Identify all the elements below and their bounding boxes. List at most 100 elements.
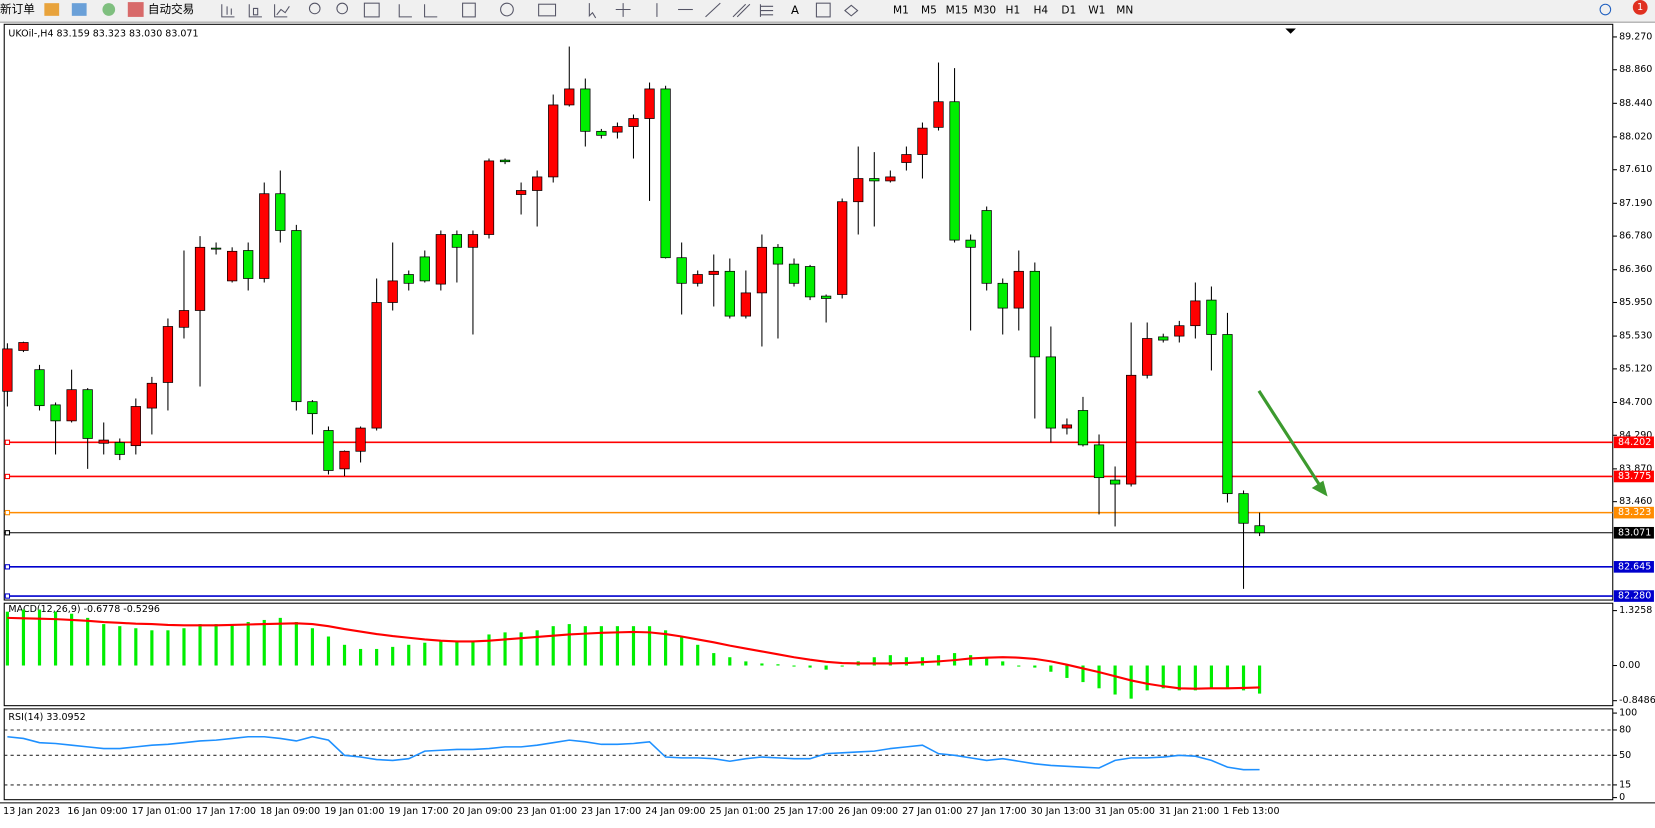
- y-tick-label: 1.3258: [1619, 605, 1652, 616]
- timeframe-button[interactable]: MN: [1116, 5, 1133, 17]
- candle-body: [371, 302, 382, 429]
- notification-badge[interactable]: [1632, 0, 1648, 15]
- histogram-bar: [615, 626, 620, 666]
- y-tick-label: 85.120: [1619, 363, 1652, 374]
- scroll-icon[interactable]: [398, 4, 412, 18]
- candle-body: [869, 178, 880, 182]
- timeframe-button[interactable]: M30: [974, 5, 997, 17]
- new-order-button[interactable]: 新订单: [0, 2, 35, 16]
- histogram-bar: [1065, 665, 1069, 678]
- y-tick-label: 87.610: [1619, 164, 1652, 175]
- macd-panel: [3, 602, 1614, 707]
- y-tick-label: 88.020: [1619, 131, 1652, 142]
- candle-body: [756, 246, 768, 294]
- trendline-icon[interactable]: [705, 2, 721, 18]
- histogram-bar: [1129, 665, 1133, 699]
- histogram-bar: [358, 648, 363, 666]
- templates-icon[interactable]: [538, 3, 557, 17]
- text-tool[interactable]: A: [791, 3, 799, 17]
- candle-body: [323, 430, 334, 471]
- auto-trade-button[interactable]: 自动交易: [148, 2, 194, 16]
- price-label: 82.280: [1618, 591, 1651, 602]
- timeframe-button[interactable]: D1: [1061, 5, 1076, 17]
- price-line-handle: [4, 439, 11, 445]
- zoom-out[interactable]: [336, 2, 349, 15]
- candle-body: [901, 154, 912, 163]
- signal-line: [7, 616, 1260, 690]
- candle-body: [435, 234, 446, 285]
- histogram-bar: [1033, 665, 1037, 668]
- periods-icon[interactable]: [500, 2, 514, 17]
- candle-body: [933, 101, 944, 128]
- candle-body: [1174, 325, 1185, 337]
- histogram-bar: [1145, 665, 1149, 691]
- y-tick-label: 15: [1619, 779, 1631, 790]
- candle-body: [1190, 300, 1201, 327]
- candle-body: [291, 230, 302, 403]
- candle-body: [1254, 525, 1265, 534]
- icon[interactable]: [71, 3, 87, 16]
- zoom-in[interactable]: [308, 2, 321, 15]
- icon[interactable]: [44, 3, 60, 16]
- channel-icon[interactable]: [732, 3, 751, 18]
- x-tick-label: 13 Jan 2023: [3, 806, 60, 817]
- candle-body: [483, 160, 495, 235]
- histogram-bar: [1177, 665, 1181, 691]
- timeframe-button[interactable]: M1: [893, 5, 909, 17]
- price-label: 83.323: [1618, 507, 1651, 518]
- candle-body: [243, 250, 254, 279]
- panel-title: RSI(14) 33.0952: [8, 712, 85, 723]
- candle-body: [548, 104, 559, 178]
- candle-body: [949, 101, 960, 241]
- x-tick-label: 25 Jan 01:00: [710, 806, 770, 817]
- price-label-box: [1613, 561, 1654, 573]
- histogram-bar: [888, 655, 892, 666]
- timeframe-button[interactable]: M5: [921, 5, 937, 17]
- candle-body: [1077, 410, 1089, 446]
- histogram-bar: [1209, 665, 1213, 689]
- candle-body: [98, 439, 109, 444]
- candle-body: [804, 266, 816, 298]
- candle-body: [419, 256, 430, 282]
- histogram-bar: [824, 665, 828, 670]
- arrows-icon[interactable]: [844, 4, 859, 17]
- timeframe-button[interactable]: W1: [1088, 5, 1105, 17]
- bar-chart-icon[interactable]: [221, 4, 235, 18]
- timeframe-button[interactable]: M15: [946, 5, 969, 17]
- histogram-bar: [294, 622, 298, 666]
- histogram-bar: [326, 636, 331, 666]
- candle-body: [853, 178, 864, 203]
- x-tick-label: 24 Jan 09:00: [645, 806, 705, 817]
- histogram-bar: [342, 644, 347, 666]
- fibo-icon[interactable]: [759, 4, 774, 17]
- icon[interactable]: [102, 3, 116, 16]
- histogram-bar: [969, 655, 973, 666]
- cursor-icon[interactable]: [588, 3, 597, 19]
- timeframe-button[interactable]: H1: [1006, 5, 1021, 17]
- candle-body: [1158, 336, 1169, 341]
- candle-body: [596, 130, 607, 136]
- price-label-box: [1613, 506, 1654, 519]
- candle-body: [130, 406, 141, 447]
- x-tick-label: 23 Jan 01:00: [517, 806, 577, 817]
- candle-body: [451, 234, 463, 248]
- candle-body: [227, 250, 238, 282]
- timeframe-button[interactable]: H4: [1034, 5, 1049, 17]
- tile-icon[interactable]: [363, 2, 380, 18]
- auto-trade-icon[interactable]: [127, 2, 144, 17]
- label-icon[interactable]: [815, 2, 831, 18]
- price-line-handle: [4, 509, 11, 516]
- candle-body: [885, 176, 896, 182]
- crosshair-icon[interactable]: [615, 3, 631, 17]
- candle-body: [18, 342, 29, 351]
- candle-icon[interactable]: [248, 4, 262, 18]
- candle-body: [499, 159, 511, 163]
- histogram-bar: [1241, 665, 1246, 691]
- candle-body: [532, 176, 543, 191]
- line-icon[interactable]: [274, 4, 290, 18]
- shift-icon[interactable]: [424, 4, 438, 18]
- search-icon[interactable]: [1599, 3, 1612, 16]
- indicators-icon[interactable]: [462, 2, 476, 18]
